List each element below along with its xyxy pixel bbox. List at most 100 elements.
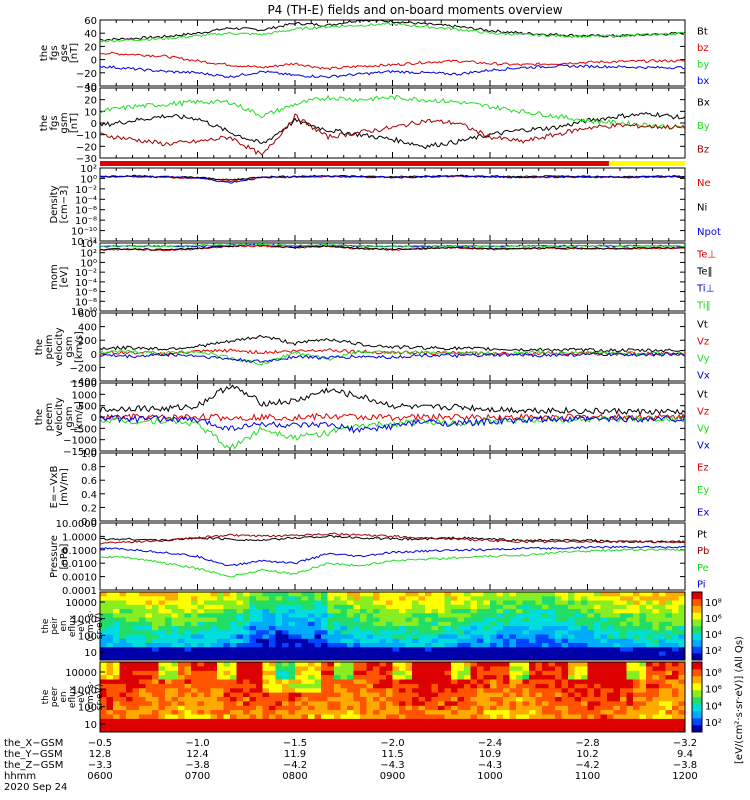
spectrogram-cell [282,596,289,601]
spectrogram-cell [399,617,406,623]
spectrogram-cell [178,592,185,597]
spectrogram-cell [178,617,185,623]
spectrogram-cell [262,604,270,610]
spectrogram-cell [152,688,159,694]
spectrogram-cell [373,621,380,627]
spectrogram-cell [613,692,621,698]
spectrogram-cell [639,643,647,648]
spectrogram-cell [113,723,120,729]
spectrogram-cell [568,621,575,627]
colorbar-swatch [692,619,702,627]
spectrogram-cell [340,714,348,720]
spectrogram-cell [204,718,211,724]
spectrogram-cell [431,688,439,694]
spectrogram-cell [451,705,458,711]
spectrogram-cell [405,613,413,618]
spectrogram-cell [587,688,595,694]
spectrogram-cell [119,600,127,606]
spectrogram-cell [496,626,504,631]
spectrogram-cell [503,701,510,707]
spectrogram-cell [392,592,400,597]
spectrogram-cell [171,675,179,680]
spectrogram-cell [639,592,647,597]
spectrogram-cell [529,718,536,724]
spectrogram-cell [262,647,270,652]
spectrogram-cell [509,692,517,698]
spectrogram-cell [451,630,458,635]
spectrogram-cell [243,638,250,644]
spectrogram-cell [503,683,510,689]
spectrogram-cell [275,617,283,623]
spectrogram-cell [243,617,250,623]
spectrogram-cell [314,727,322,733]
y-axis-label: en [59,620,69,631]
spectrogram-cell [197,714,205,720]
spectrogram-cell [106,630,114,635]
spectrogram-cell [152,609,159,614]
spectrogram-cell [366,705,374,711]
spectrogram-cell [275,621,283,627]
spectrogram-cell [113,626,120,631]
spectrogram-cell [529,723,536,729]
spectrogram-cell [210,710,218,715]
spectrogram-cell [555,714,562,720]
spectrogram-cell [204,655,211,661]
spectrogram-cell [113,596,120,601]
spectrogram-cell [288,679,296,685]
spectrogram-cell [262,600,270,606]
spectrogram-cell [483,718,491,724]
y-tick-label: −20 [76,142,97,153]
spectrogram-cell [243,600,250,606]
spectrogram-cell [145,600,153,606]
spectrogram-cell [295,688,302,694]
spectrogram-cell [477,643,484,648]
spectrogram-cell [561,666,569,672]
spectrogram-cell [659,647,666,652]
spectrogram-cell [529,634,536,640]
spectrogram-cell [223,600,231,606]
spectrogram-cell [470,705,478,711]
spectrogram-cell [113,688,120,694]
spectrogram-cell [535,621,543,627]
spectrogram-cell [646,592,653,597]
spectrogram-cell [139,626,146,631]
spectrogram-cell [360,670,367,676]
spectrogram-cell [347,643,354,648]
spectrogram-cell [275,655,283,661]
spectrogram-cell [503,662,510,667]
spectrogram-cell [301,617,309,623]
spectrogram-cell [581,666,588,672]
spectrogram-cell [340,723,348,729]
y-tick-label: −500 [70,424,97,435]
spectrogram-cell [607,634,614,640]
spectrogram-cell [197,626,205,631]
spectrogram-cell [145,638,153,644]
spectrogram-cell [256,705,263,711]
spectrogram-cell [620,670,627,676]
spectrogram-cell [483,692,491,698]
y-tick-label: 0.0100 [62,559,97,570]
spectrogram-cell [308,701,315,707]
spectrogram-cell [230,638,237,644]
spectrogram-cell [197,592,205,597]
spectrogram-cell [386,621,393,627]
spectrogram-cell [457,692,465,698]
spectrogram-cell [334,710,341,715]
spectrogram-cell [217,592,224,597]
spectrogram-cell [646,626,653,631]
spectrogram-cell [529,697,536,702]
spectrogram-cell [282,701,289,707]
spectrogram-cell [171,613,179,618]
spectrogram-cell [412,662,419,667]
spectrogram-cell [249,592,257,597]
spectrogram-cell [405,662,413,667]
spectrogram-cell [301,647,309,652]
spectrogram-cell [646,621,653,627]
spectrogram-cell [438,679,445,685]
spectrogram-cell [555,643,562,648]
spectrogram-cell [665,617,673,623]
spectrogram-cell [418,596,426,601]
spectrogram-cell [646,638,653,644]
spectrogram-cell [360,638,367,644]
spectrogram-cell [561,692,569,698]
